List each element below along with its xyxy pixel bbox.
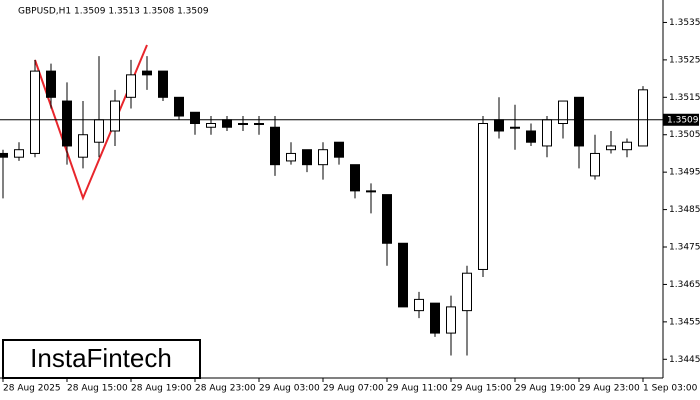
- candle-body: [0, 152, 8, 158]
- current-price-box: [663, 113, 699, 126]
- candle-body: [350, 164, 360, 192]
- candle-body: [446, 306, 456, 334]
- candle-body: [126, 74, 136, 98]
- candle-body: [46, 70, 56, 98]
- y-tick-label: 1.3525: [669, 55, 700, 65]
- double-top-pattern: [34, 44, 148, 201]
- candle-body: [558, 100, 568, 125]
- candle-body: [206, 123, 216, 128]
- candle-body: [142, 70, 152, 76]
- x-tick-label: 29 Aug 03:00: [259, 384, 320, 394]
- candle-body: [238, 123, 248, 126]
- y-tick-label: 1.3455: [669, 317, 700, 327]
- candle-body: [430, 302, 440, 334]
- x-tick-label: 29 Aug 15:00: [451, 384, 512, 394]
- candle-body: [382, 194, 392, 244]
- y-tick-label: 1.3485: [669, 205, 700, 215]
- candle-body: [638, 89, 648, 147]
- candle-body: [190, 111, 200, 125]
- candle-body: [494, 119, 504, 132]
- candle-body: [286, 152, 296, 162]
- x-tick-label: 28 Aug 23:00: [195, 384, 256, 394]
- candle-body: [62, 100, 72, 147]
- chart-title: GBPUSD,H1 1.3509 1.3513 1.3508 1.3509: [18, 7, 209, 17]
- logo-box: [2, 339, 201, 379]
- y-tick-label: 1.3515: [669, 93, 700, 103]
- y-tick-label: 1.3465: [669, 280, 700, 290]
- candle-body: [622, 141, 632, 151]
- candle-body: [590, 152, 600, 177]
- candle-body: [526, 130, 536, 143]
- candle-body: [270, 126, 280, 166]
- candle-body: [318, 149, 328, 166]
- x-tick-label: 28 Aug 19:00: [131, 384, 192, 394]
- y-tick-label: 1.3445: [669, 355, 700, 365]
- x-tick-label: 29 Aug 07:00: [323, 384, 384, 394]
- candle-body: [174, 96, 184, 117]
- candle-body: [14, 149, 24, 158]
- candle-body: [302, 149, 312, 166]
- x-tick-label: 29 Aug 23:00: [579, 384, 640, 394]
- candle-body: [574, 96, 584, 147]
- candle-body: [30, 70, 40, 154]
- candle-body: [414, 298, 424, 312]
- candle-body: [510, 126, 520, 129]
- candle-body: [94, 119, 104, 143]
- y-tick-label: 1.3495: [669, 168, 700, 178]
- x-tick-label: 28 Aug 15:00: [67, 384, 128, 394]
- y-tick-label: 1.3505: [669, 130, 700, 140]
- candle-body: [478, 123, 488, 270]
- candle-body: [334, 141, 344, 158]
- candle-body: [398, 242, 408, 308]
- y-tick-label: 1.3475: [669, 243, 700, 253]
- candle-body: [462, 272, 472, 312]
- x-tick-label: 29 Aug 11:00: [387, 384, 448, 394]
- candle-body: [542, 119, 552, 147]
- x-tick-label: 29 Aug 19:00: [515, 384, 576, 394]
- current-price-label: 1.3509: [667, 115, 699, 125]
- candle-body: [606, 145, 616, 151]
- x-tick-label: 28 Aug 2025: [3, 384, 61, 394]
- candle-body: [110, 100, 120, 132]
- candle-body: [158, 70, 168, 98]
- candle-body: [222, 119, 232, 128]
- candle-body: [254, 123, 264, 126]
- y-tick-label: 1.3535: [669, 18, 700, 28]
- candle-body: [78, 134, 88, 158]
- x-tick-label: 1 Sep 03:00: [643, 384, 698, 394]
- candle-body: [366, 190, 376, 193]
- logo: InstaFintech: [30, 343, 172, 373]
